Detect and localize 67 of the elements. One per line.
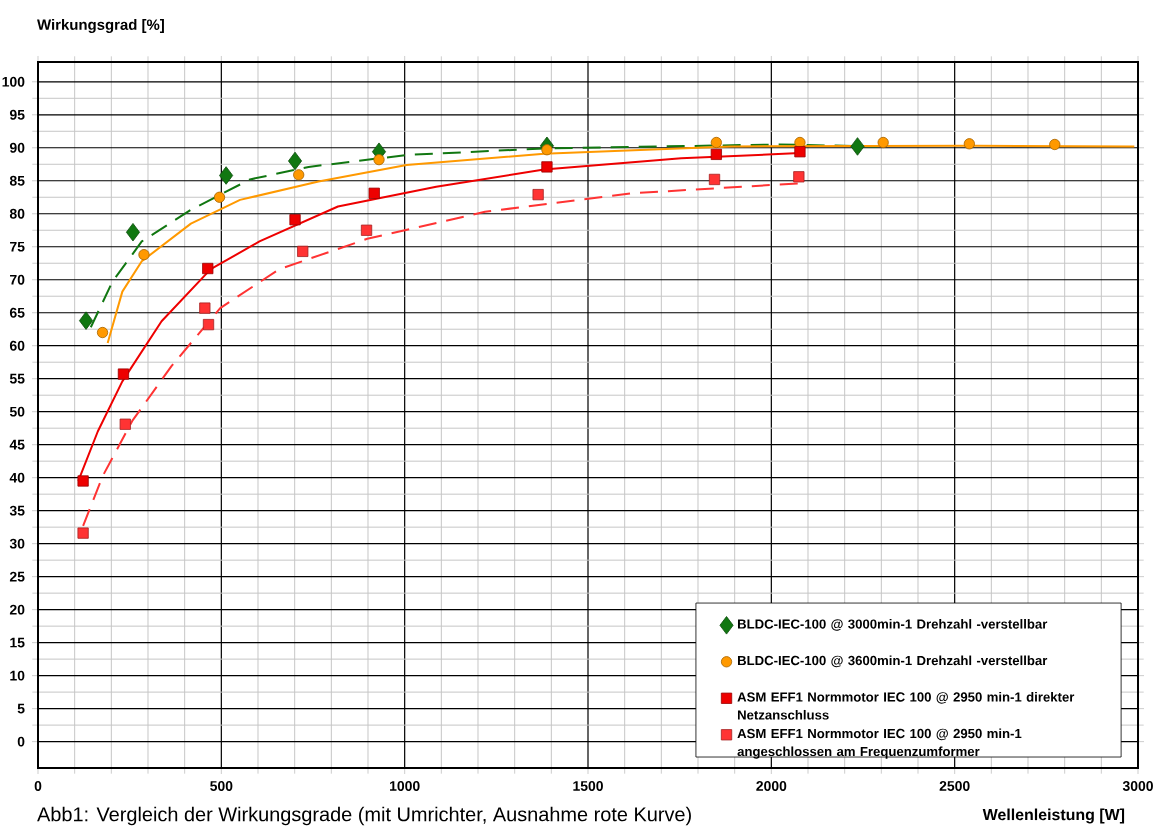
point <box>877 136 889 149</box>
y-tick-label: 60 <box>9 340 25 351</box>
x-tick-label: 500 <box>210 781 233 791</box>
y-tick-label: 80 <box>9 208 25 219</box>
caption: Abb1: Vergleich der Wirkungsgrade (mit Umrichter, Ausnahme rote Kurve) <box>37 806 691 826</box>
x-tick-label: 2000 <box>756 781 787 791</box>
legend-label: ASM EFF1 Normmotor IEC 100 @ 2950 min-1 direkter Netzanschluss <box>737 692 1075 720</box>
point <box>793 171 805 183</box>
x-tick-label: 1000 <box>390 781 420 791</box>
y-tick-label: 25 <box>9 571 25 582</box>
x-tick-label: 3000 <box>1122 781 1153 791</box>
point <box>288 151 303 171</box>
point <box>368 187 380 199</box>
point <box>117 368 130 380</box>
y-axis-title: Wirkungsgrad [%] <box>37 19 164 33</box>
y-tick-label: 50 <box>9 406 25 417</box>
point <box>373 154 385 166</box>
point <box>532 189 544 201</box>
point <box>96 326 109 339</box>
y-tick-label: 35 <box>9 505 25 516</box>
y-tick-label: 15 <box>10 637 25 648</box>
point <box>360 224 373 236</box>
y-tick-label: 65 <box>9 307 25 318</box>
point <box>710 136 722 149</box>
y-tick-label: 45 <box>9 439 25 450</box>
point <box>297 245 309 257</box>
point <box>850 137 865 156</box>
y-tick-label: 95 <box>9 109 25 120</box>
point <box>541 144 553 156</box>
y-tick-label: 75 <box>10 241 25 252</box>
y-tick-label: 5 <box>17 703 25 714</box>
point <box>77 527 89 539</box>
y-tick-label: 20 <box>9 604 25 615</box>
point <box>293 169 305 181</box>
point <box>138 249 150 261</box>
point <box>963 138 975 150</box>
y-tick-label: 55 <box>9 373 25 384</box>
y-tick-label: 100 <box>2 76 25 87</box>
point <box>202 262 214 275</box>
y-tick-label: 0 <box>17 736 25 747</box>
point <box>289 214 301 226</box>
point <box>219 166 234 185</box>
x-axis-title: Wellenleistung [W] <box>982 808 1125 824</box>
x-tick-label: 1500 <box>573 781 603 791</box>
point <box>119 418 131 430</box>
x-tick-label: 2500 <box>939 781 970 791</box>
point <box>708 173 721 186</box>
point <box>1049 138 1061 151</box>
point <box>79 311 94 330</box>
point <box>213 191 226 203</box>
y-tick-label: 40 <box>9 472 25 483</box>
x-tick-label: 0 <box>34 781 42 791</box>
legend-label: BLDC-IEC-100 @ 3600min-1 Drehzahl -verstellbar <box>737 655 1048 668</box>
point <box>710 148 722 160</box>
point <box>541 161 553 173</box>
point <box>202 319 215 331</box>
y-tick-label: 85 <box>9 175 25 186</box>
y-tick-label: 70 <box>10 274 25 285</box>
point <box>77 475 89 487</box>
y-tick-label: 90 <box>9 142 25 153</box>
legend-label: BLDC-IEC-100 @ 3000min-1 Drehzahl -verstellbar <box>737 619 1048 631</box>
point <box>794 146 806 158</box>
y-tick-label: 10 <box>10 670 25 681</box>
legend-label: ASM EFF1 Normmotor IEC 100 @ 2950 min-1 angeschlossen am Frequenzumformer <box>737 728 1022 759</box>
point <box>199 302 211 314</box>
y-tick-label: 30 <box>9 538 25 549</box>
point <box>125 223 140 242</box>
